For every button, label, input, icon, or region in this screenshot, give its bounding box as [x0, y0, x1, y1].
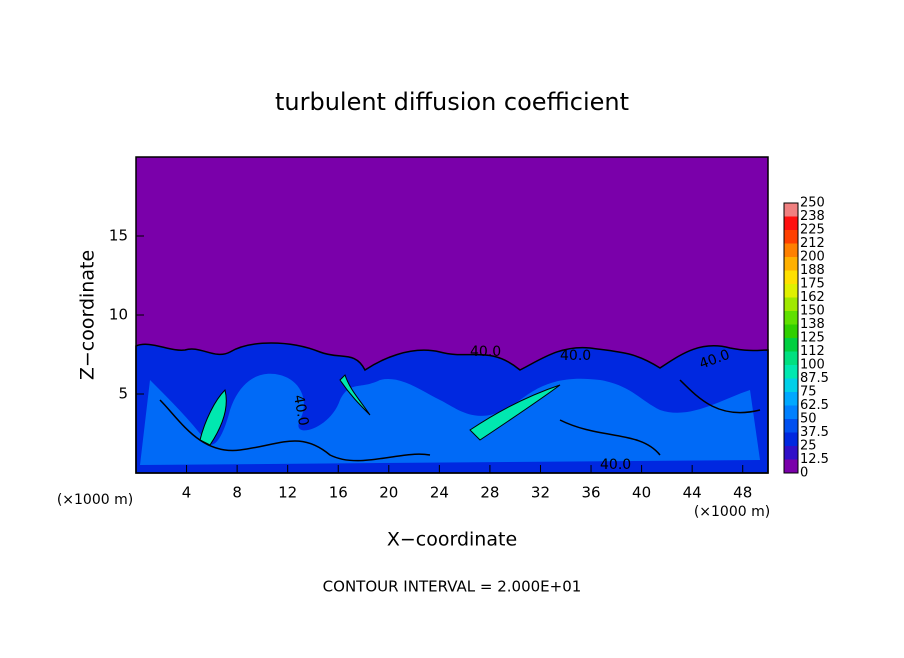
colorbar-band [784, 365, 798, 379]
colorbar-band [784, 378, 798, 392]
colorbar-band [784, 338, 798, 352]
colorbar-band [784, 243, 798, 257]
colorbar-label: 162 [800, 290, 825, 305]
y-tick-label: 10 [109, 306, 128, 324]
colorbar-label: 37.5 [800, 425, 829, 440]
field-band [140, 373, 760, 465]
field [135, 342, 769, 474]
x-tick-label: 8 [232, 484, 242, 502]
colorbar-band [784, 432, 798, 446]
colorbar-label: 250 [800, 196, 825, 211]
x-tick-label: 40 [632, 484, 651, 502]
contour-label: 40.0 [290, 394, 311, 427]
x-tick-label: 16 [329, 484, 348, 502]
colorbar-label: 200 [800, 250, 825, 265]
colorbar-label: 175 [800, 277, 825, 292]
colorbar-band [784, 257, 798, 271]
colorbar-band [784, 284, 798, 298]
colorbar-label: 50 [800, 412, 817, 427]
colorbar-label: 138 [800, 317, 825, 332]
x-tick-label: 24 [430, 484, 449, 502]
x-axis-label: X−coordinate [387, 529, 517, 551]
x-unit: (×1000 m) [694, 504, 770, 520]
colorbar-label: 188 [800, 263, 825, 278]
colorbar-band [784, 297, 798, 311]
colorbar-label: 150 [800, 304, 825, 319]
x-tick-label: 20 [379, 484, 398, 502]
contour-line [159, 379, 761, 462]
colorbar-band [784, 459, 798, 473]
colorbar-band [784, 392, 798, 406]
x-tick-label: 28 [480, 484, 499, 502]
colorbar-label: 87.5 [800, 371, 829, 386]
chart-title: turbulent diffusion coefficient [275, 88, 629, 116]
y-tick-label: 5 [118, 385, 128, 403]
field-streak [199, 374, 561, 446]
x-tick-label: 36 [581, 484, 600, 502]
x-tick-label: 32 [531, 484, 550, 502]
annotation: CONTOUR INTERVAL = 2.000E+01 [323, 578, 582, 596]
colorbar-label: 12.5 [800, 452, 829, 467]
contour-label: 40.0 [470, 344, 501, 360]
colorbar-label: 112 [800, 344, 825, 359]
colorbar-frame [783, 202, 799, 474]
colorbar-label: 225 [800, 223, 825, 238]
y-unit: (×1000 m) [57, 492, 133, 508]
colorbar-band [784, 311, 798, 325]
colorbar-label: 125 [800, 331, 825, 346]
colorbar-label: 0 [800, 466, 808, 481]
colorbar-band [784, 351, 798, 365]
colorbar-band [784, 216, 798, 230]
y-tick-label: 15 [109, 227, 128, 245]
contour-label: 40.0 [600, 457, 631, 473]
colorbar-label: 75 [800, 385, 817, 400]
y-axis-label: Z−coordinate [77, 250, 99, 380]
colorbar-band [784, 230, 798, 244]
colorbar-band [784, 446, 798, 460]
colorbar-label: 238 [800, 209, 825, 224]
x-tick-label: 48 [733, 484, 752, 502]
colorbar-band [784, 203, 798, 217]
colorbar-label: 62.5 [800, 398, 829, 413]
x-tick-label: 4 [182, 484, 192, 502]
contour-label: 40.0 [560, 348, 591, 364]
colorbar-band [784, 419, 798, 433]
colorbar-band [784, 405, 798, 419]
colorbar-band [784, 324, 798, 338]
colorbar-label: 25 [800, 439, 817, 454]
x-tick-label: 12 [278, 484, 297, 502]
colorbar-label: 212 [800, 236, 825, 251]
colorbar-band [784, 270, 798, 284]
x-tick-label: 44 [683, 484, 702, 502]
colorbar-label: 100 [800, 358, 825, 373]
